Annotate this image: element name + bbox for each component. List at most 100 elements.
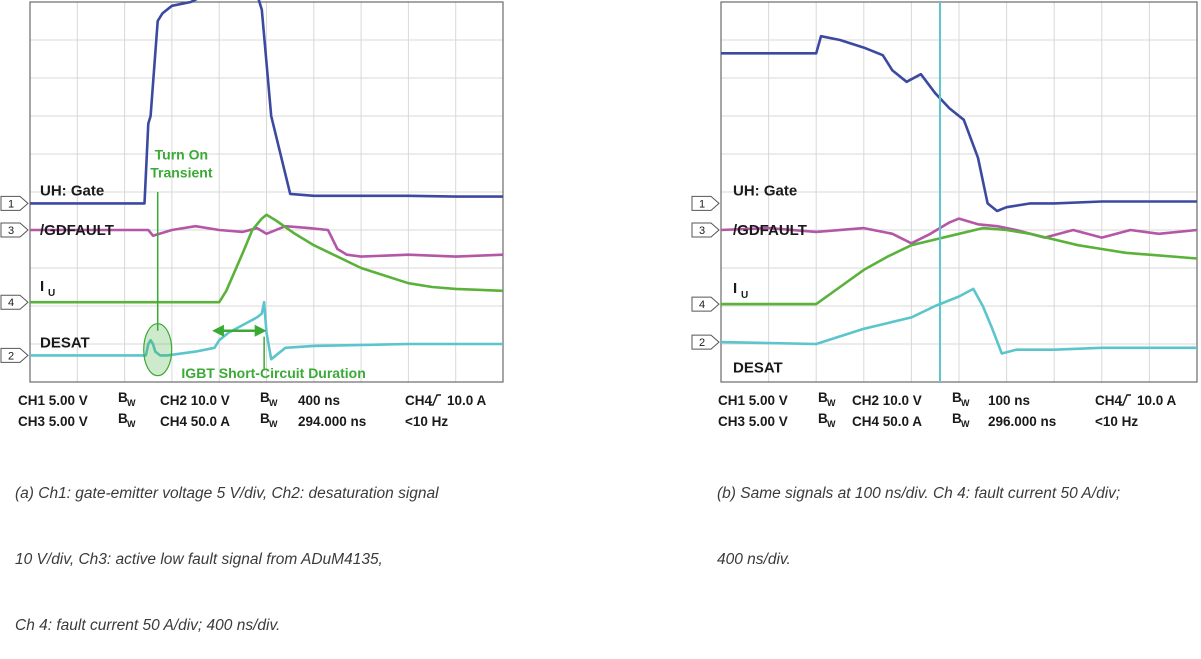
channel-marker-3: 3 bbox=[0, 222, 29, 238]
bw-label-sub: W bbox=[827, 419, 836, 429]
bw-label: B bbox=[118, 411, 128, 426]
trace--gdfault bbox=[30, 224, 504, 258]
bw-label-sub: W bbox=[827, 398, 836, 408]
channel-marker-number: 2 bbox=[699, 337, 705, 349]
channel-marker-1: 1 bbox=[0, 195, 29, 211]
bw-label: B bbox=[118, 390, 128, 405]
channel-label-2: DESAT bbox=[40, 334, 90, 351]
scope-readout: CH1 5.00 V B W CH2 10.0 V B W 400 ns CH4 10.0 AC… bbox=[18, 390, 487, 429]
bw-label: B bbox=[952, 411, 962, 426]
readout-ch2: CH2 10.0 V bbox=[852, 393, 922, 408]
channel-marker-4: 4 bbox=[691, 296, 720, 312]
channel-marker-box bbox=[691, 195, 720, 211]
bw-label-sub: W bbox=[269, 419, 278, 429]
caption-a-line-1: (a) Ch1: gate-emitter voltage 5 V/div, C… bbox=[15, 485, 439, 502]
duration-arrow-head-right bbox=[254, 324, 267, 337]
bw-label: B bbox=[260, 390, 270, 405]
caption-a: (a) Ch1: gate-emitter voltage 5 V/div, C… bbox=[15, 439, 439, 659]
bw-label-sub: W bbox=[961, 419, 970, 429]
channel-label-3: /GDFAULT bbox=[733, 222, 807, 239]
caption-b-line-2: 400 ns/div. bbox=[717, 551, 791, 568]
channel-label-1: UH: Gate bbox=[40, 182, 104, 199]
channel-label-sub-4: U bbox=[48, 288, 55, 299]
bw-label-sub: W bbox=[127, 398, 136, 408]
bw-label: B bbox=[818, 411, 828, 426]
caption-b-line-1: (b) Same signals at 100 ns/div. Ch 4: fa… bbox=[717, 485, 1121, 502]
annotations: Turn On Transient IGBT Short-Circuit Durat… bbox=[143, 147, 366, 381]
bw-label-sub: W bbox=[127, 419, 136, 429]
bw-label-sub: W bbox=[961, 398, 970, 408]
trace-i-u bbox=[30, 213, 504, 304]
trigger-edge-icon bbox=[1119, 394, 1131, 406]
caption-a-line-3: Ch 4: fault current 50 A/div; 400 ns/div… bbox=[15, 617, 281, 634]
trace-desat bbox=[30, 300, 503, 361]
readout-trigger-level: 10.0 A bbox=[1137, 393, 1177, 408]
trace-desat bbox=[720, 287, 1197, 355]
readout-ch4: CH4 50.0 A bbox=[852, 414, 922, 429]
bw-label: B bbox=[952, 390, 962, 405]
bw-label-sub: W bbox=[269, 398, 278, 408]
trace-i-u bbox=[721, 226, 1198, 306]
channel-marker-box bbox=[0, 294, 29, 310]
scope-grid bbox=[721, 2, 1197, 382]
readout-trigger-level: 10.0 A bbox=[447, 393, 487, 408]
readout-timebase: 100 ns bbox=[988, 393, 1030, 408]
readout-trigger-ch: CH4 bbox=[405, 393, 432, 408]
channel-marker-box bbox=[691, 334, 720, 350]
channel-marker-number: 1 bbox=[699, 198, 705, 210]
channel-marker-number: 4 bbox=[8, 297, 14, 309]
readout-ch3: CH3 5.00 V bbox=[718, 414, 788, 429]
channel-marker-4: 4 bbox=[0, 294, 29, 310]
readout-ch1: CH1 5.00 V bbox=[718, 393, 788, 408]
channel-marker-number: 4 bbox=[699, 299, 705, 311]
trace-uh-gate bbox=[721, 34, 1197, 213]
duration-arrow-head-left bbox=[212, 324, 224, 337]
readout-ch4: CH4 50.0 A bbox=[160, 414, 230, 429]
channel-marker-box bbox=[691, 296, 720, 312]
channel-marker-1: 1 bbox=[691, 195, 720, 211]
scope-panel-a: 1 UH: Gate 3/GDFAULT 4 I U 2 DESAT Turn On Transi… bbox=[0, 0, 504, 429]
readout-position: 296.000 ns bbox=[988, 414, 1056, 429]
readout-ch2: CH2 10.0 V bbox=[160, 393, 230, 408]
channel-label-4: I bbox=[733, 280, 737, 297]
annotation-turn-on-2: Transient bbox=[150, 165, 213, 181]
channel-label-sub-4: U bbox=[741, 290, 748, 301]
readout-ch1: CH1 5.00 V bbox=[18, 393, 88, 408]
turn-on-ellipse bbox=[143, 323, 173, 377]
scope-frame bbox=[720, 1, 1198, 383]
trigger-edge-icon bbox=[429, 394, 441, 406]
channel-marker-number: 3 bbox=[699, 225, 705, 237]
bw-label: B bbox=[260, 411, 270, 426]
scope-frame bbox=[29, 1, 504, 383]
channel-marker-2: 2 bbox=[691, 334, 720, 350]
caption-b: (b) Same signals at 100 ns/div. Ch 4: fa… bbox=[717, 439, 1120, 593]
readout-frequency: <10 Hz bbox=[1095, 414, 1138, 429]
channel-marker-2: 2 bbox=[0, 347, 29, 363]
channel-marker-3: 3 bbox=[691, 222, 720, 238]
channel-label-desat: DESAT bbox=[733, 360, 783, 377]
trace--gdfault bbox=[720, 217, 1198, 245]
readout-position: 294.000 ns bbox=[298, 414, 366, 429]
bw-label: B bbox=[818, 390, 828, 405]
channel-marker-number: 2 bbox=[8, 350, 14, 362]
channel-marker-box bbox=[691, 222, 720, 238]
channel-marker-number: 1 bbox=[8, 198, 14, 210]
caption-a-line-2: 10 V/div, Ch3: active low fault signal f… bbox=[15, 551, 383, 568]
channel-marker-box bbox=[0, 195, 29, 211]
channel-label-4: I bbox=[40, 278, 44, 295]
annotation-duration: IGBT Short-Circuit Duration bbox=[181, 365, 365, 381]
channel-marker-box bbox=[0, 222, 29, 238]
readout-ch3: CH3 5.00 V bbox=[18, 414, 88, 429]
annotation-turn-on-1: Turn On bbox=[155, 147, 208, 163]
channel-label-3: /GDFAULT bbox=[40, 222, 114, 239]
channel-label-1: UH: Gate bbox=[733, 182, 797, 199]
readout-frequency: <10 Hz bbox=[405, 414, 448, 429]
scope-grid bbox=[30, 2, 503, 382]
channel-marker-number: 3 bbox=[8, 225, 14, 237]
channel-marker-box bbox=[0, 347, 29, 363]
scope-readout: CH1 5.00 V B W CH2 10.0 V B W 100 ns CH4 10.0 AC… bbox=[718, 390, 1177, 429]
trace-uh-gate bbox=[30, 0, 503, 205]
readout-trigger-ch: CH4 bbox=[1095, 393, 1122, 408]
